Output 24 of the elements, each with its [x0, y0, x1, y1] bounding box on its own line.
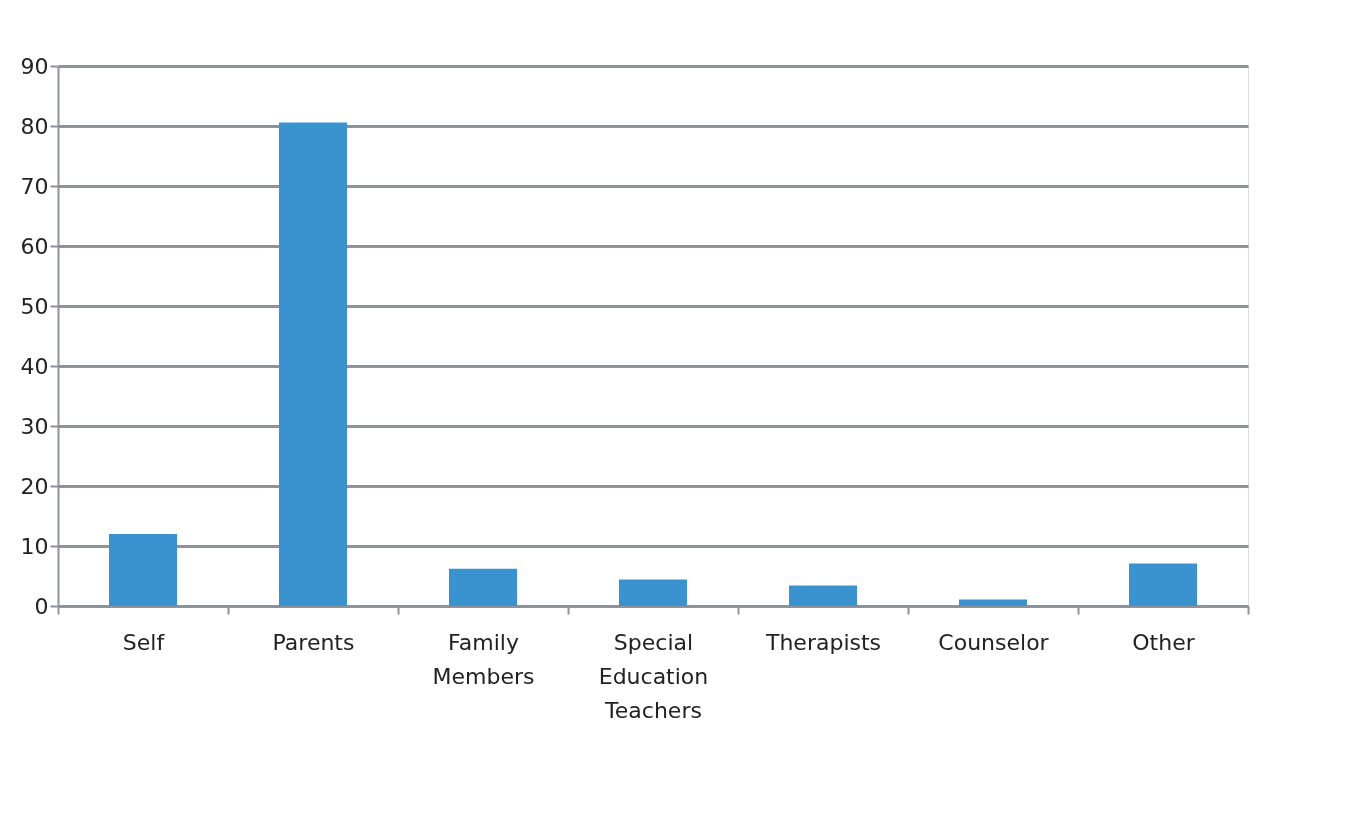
y-tick-label: 70 [20, 173, 49, 199]
bar [619, 579, 687, 606]
bar [449, 568, 517, 606]
y-tick-label: 0 [34, 593, 49, 619]
y-tick-label: 30 [20, 413, 49, 439]
x-tick-label: Therapists [764, 629, 882, 655]
x-tick-label: Family Members [432, 629, 535, 689]
bar [789, 585, 857, 606]
y-tick-label: 60 [20, 233, 49, 259]
y-tick-label: 50 [20, 293, 49, 319]
x-tick-label: Other [1132, 629, 1196, 655]
bar [1129, 563, 1197, 606]
x-tick-label: Counselor [938, 629, 1050, 655]
x-tick-label: Parents [272, 629, 355, 655]
bar [109, 534, 177, 606]
bar [279, 122, 347, 606]
x-tick-label: Special Education Teachers [598, 629, 709, 723]
x-tick-label: Self [122, 629, 166, 655]
y-tick-label: 10 [20, 533, 49, 559]
y-tick-label: 40 [20, 353, 49, 379]
y-tick-label: 90 [20, 53, 49, 79]
y-tick-label: 20 [20, 473, 49, 499]
bar [959, 599, 1027, 606]
y-tick-label: 80 [20, 113, 49, 139]
